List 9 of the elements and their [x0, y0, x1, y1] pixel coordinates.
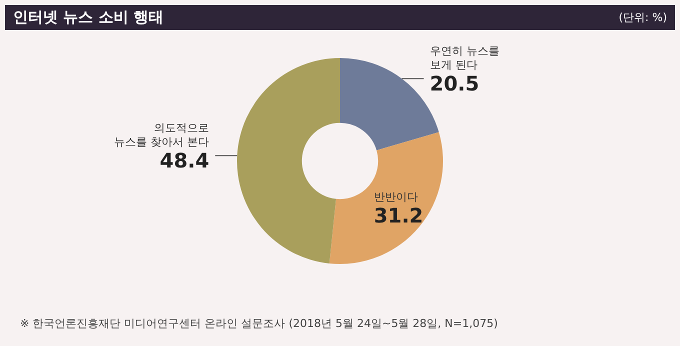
text: ※ 한국언론진흥재단 미디어연구센터 온라인 설문조사 (2018년 5월 24일~5월 28일, N=1,075)	[20, 316, 498, 331]
chart-title: 인터넷 뉴스 소비 행태	[13, 8, 164, 27]
data-label: 20.5	[430, 72, 480, 96]
data-label: 31.2	[374, 204, 424, 228]
data-label: 48.4	[160, 148, 210, 173]
slice-label: 의도적으로 뉴스를 찾아서 본다	[114, 122, 210, 149]
text: (단위: %)	[618, 10, 667, 25]
slice-label: 우연히 뉴스를 보게 된다	[430, 44, 500, 72]
slice-label: 반반이다	[374, 190, 418, 204]
